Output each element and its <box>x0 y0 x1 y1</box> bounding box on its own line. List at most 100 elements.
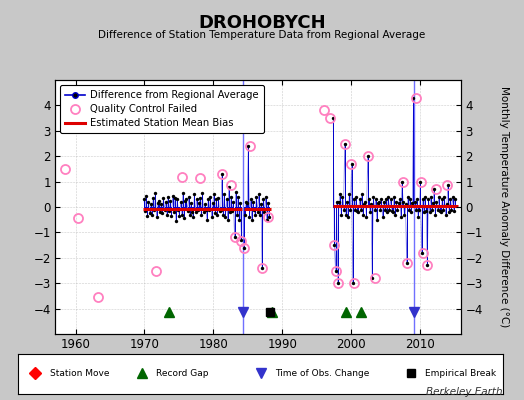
Point <box>331 267 340 274</box>
Point <box>375 199 383 205</box>
Point <box>403 194 412 200</box>
Point <box>379 199 388 205</box>
Point <box>167 213 176 219</box>
Point <box>362 214 370 220</box>
Point <box>227 194 235 200</box>
Point <box>408 200 417 206</box>
Point <box>434 194 443 200</box>
Point <box>422 208 430 214</box>
Point <box>228 208 236 214</box>
Point <box>364 153 372 159</box>
Point <box>376 206 385 213</box>
Point <box>197 212 205 218</box>
Point <box>212 196 221 202</box>
Point <box>263 216 271 223</box>
Point <box>410 199 419 205</box>
Point <box>373 216 381 223</box>
Point <box>159 195 168 201</box>
Point <box>261 194 270 200</box>
Point <box>199 209 208 215</box>
Point <box>161 199 170 205</box>
Point <box>342 212 350 218</box>
Point <box>382 196 390 202</box>
Point <box>250 206 258 213</box>
Point <box>180 215 188 222</box>
Point <box>182 196 191 202</box>
Text: Difference of Station Temperature Data from Regional Average: Difference of Station Temperature Data f… <box>99 30 425 40</box>
Point <box>204 196 212 202</box>
Point <box>141 208 149 214</box>
Point <box>198 190 206 196</box>
Point <box>438 196 446 202</box>
Point <box>336 191 344 198</box>
Point <box>423 262 431 269</box>
Point <box>172 218 180 224</box>
Point <box>354 209 363 215</box>
Point <box>175 213 183 219</box>
Point <box>347 161 356 167</box>
Point <box>401 201 410 208</box>
Point <box>220 191 228 198</box>
Point <box>192 196 201 202</box>
Point <box>252 194 260 200</box>
Point <box>386 196 395 202</box>
Point <box>420 209 428 215</box>
Point <box>181 198 190 204</box>
Point <box>219 212 227 218</box>
Point <box>259 196 267 202</box>
Point <box>390 194 398 200</box>
Point <box>428 206 436 213</box>
Point <box>144 199 152 205</box>
Text: Berkeley Earth: Berkeley Earth <box>427 387 503 397</box>
Point <box>417 250 425 256</box>
Point <box>345 191 354 198</box>
Point <box>184 194 193 200</box>
Point <box>399 199 407 205</box>
Point <box>231 234 239 241</box>
Point <box>450 208 458 214</box>
Point <box>154 200 162 206</box>
Point <box>385 206 394 213</box>
Point <box>205 206 213 213</box>
Point <box>436 208 444 214</box>
Point <box>338 194 346 200</box>
Point <box>366 209 374 215</box>
Point <box>158 210 167 216</box>
Point <box>333 199 341 205</box>
Point <box>260 209 269 215</box>
Point <box>170 209 178 215</box>
Point <box>251 212 259 218</box>
Point <box>372 196 380 202</box>
Point <box>173 196 181 202</box>
Point <box>256 212 264 218</box>
Point <box>374 200 382 206</box>
Point <box>358 191 366 198</box>
Point <box>152 214 161 220</box>
Point <box>232 188 240 195</box>
Point <box>427 194 435 200</box>
Point <box>166 198 174 204</box>
Point <box>383 209 391 215</box>
Point <box>395 200 403 206</box>
Point <box>384 194 392 200</box>
Point <box>265 214 273 220</box>
Point <box>160 206 169 213</box>
Point <box>405 206 413 213</box>
Point <box>243 200 252 206</box>
Point <box>356 206 365 213</box>
Point <box>445 209 453 215</box>
Point <box>380 206 389 213</box>
Point <box>222 196 231 202</box>
Point <box>188 209 196 215</box>
Point <box>348 280 357 286</box>
Point <box>351 206 359 213</box>
Point <box>237 237 246 243</box>
Point <box>225 184 233 190</box>
Point <box>185 212 194 218</box>
Point <box>264 200 272 206</box>
Point <box>352 194 361 200</box>
Point <box>249 199 257 205</box>
Point <box>353 208 362 214</box>
Point <box>369 194 378 200</box>
Point <box>146 210 154 216</box>
